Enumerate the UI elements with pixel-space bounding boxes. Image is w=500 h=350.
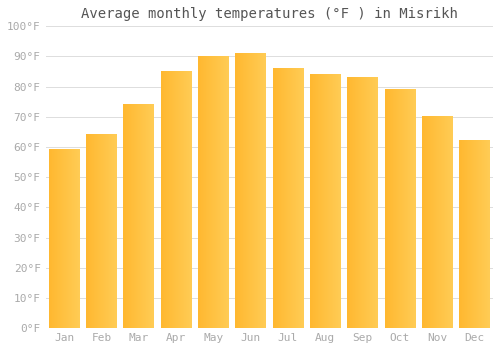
Title: Average monthly temperatures (°F ) in Misrikh: Average monthly temperatures (°F ) in Mi… [81,7,458,21]
